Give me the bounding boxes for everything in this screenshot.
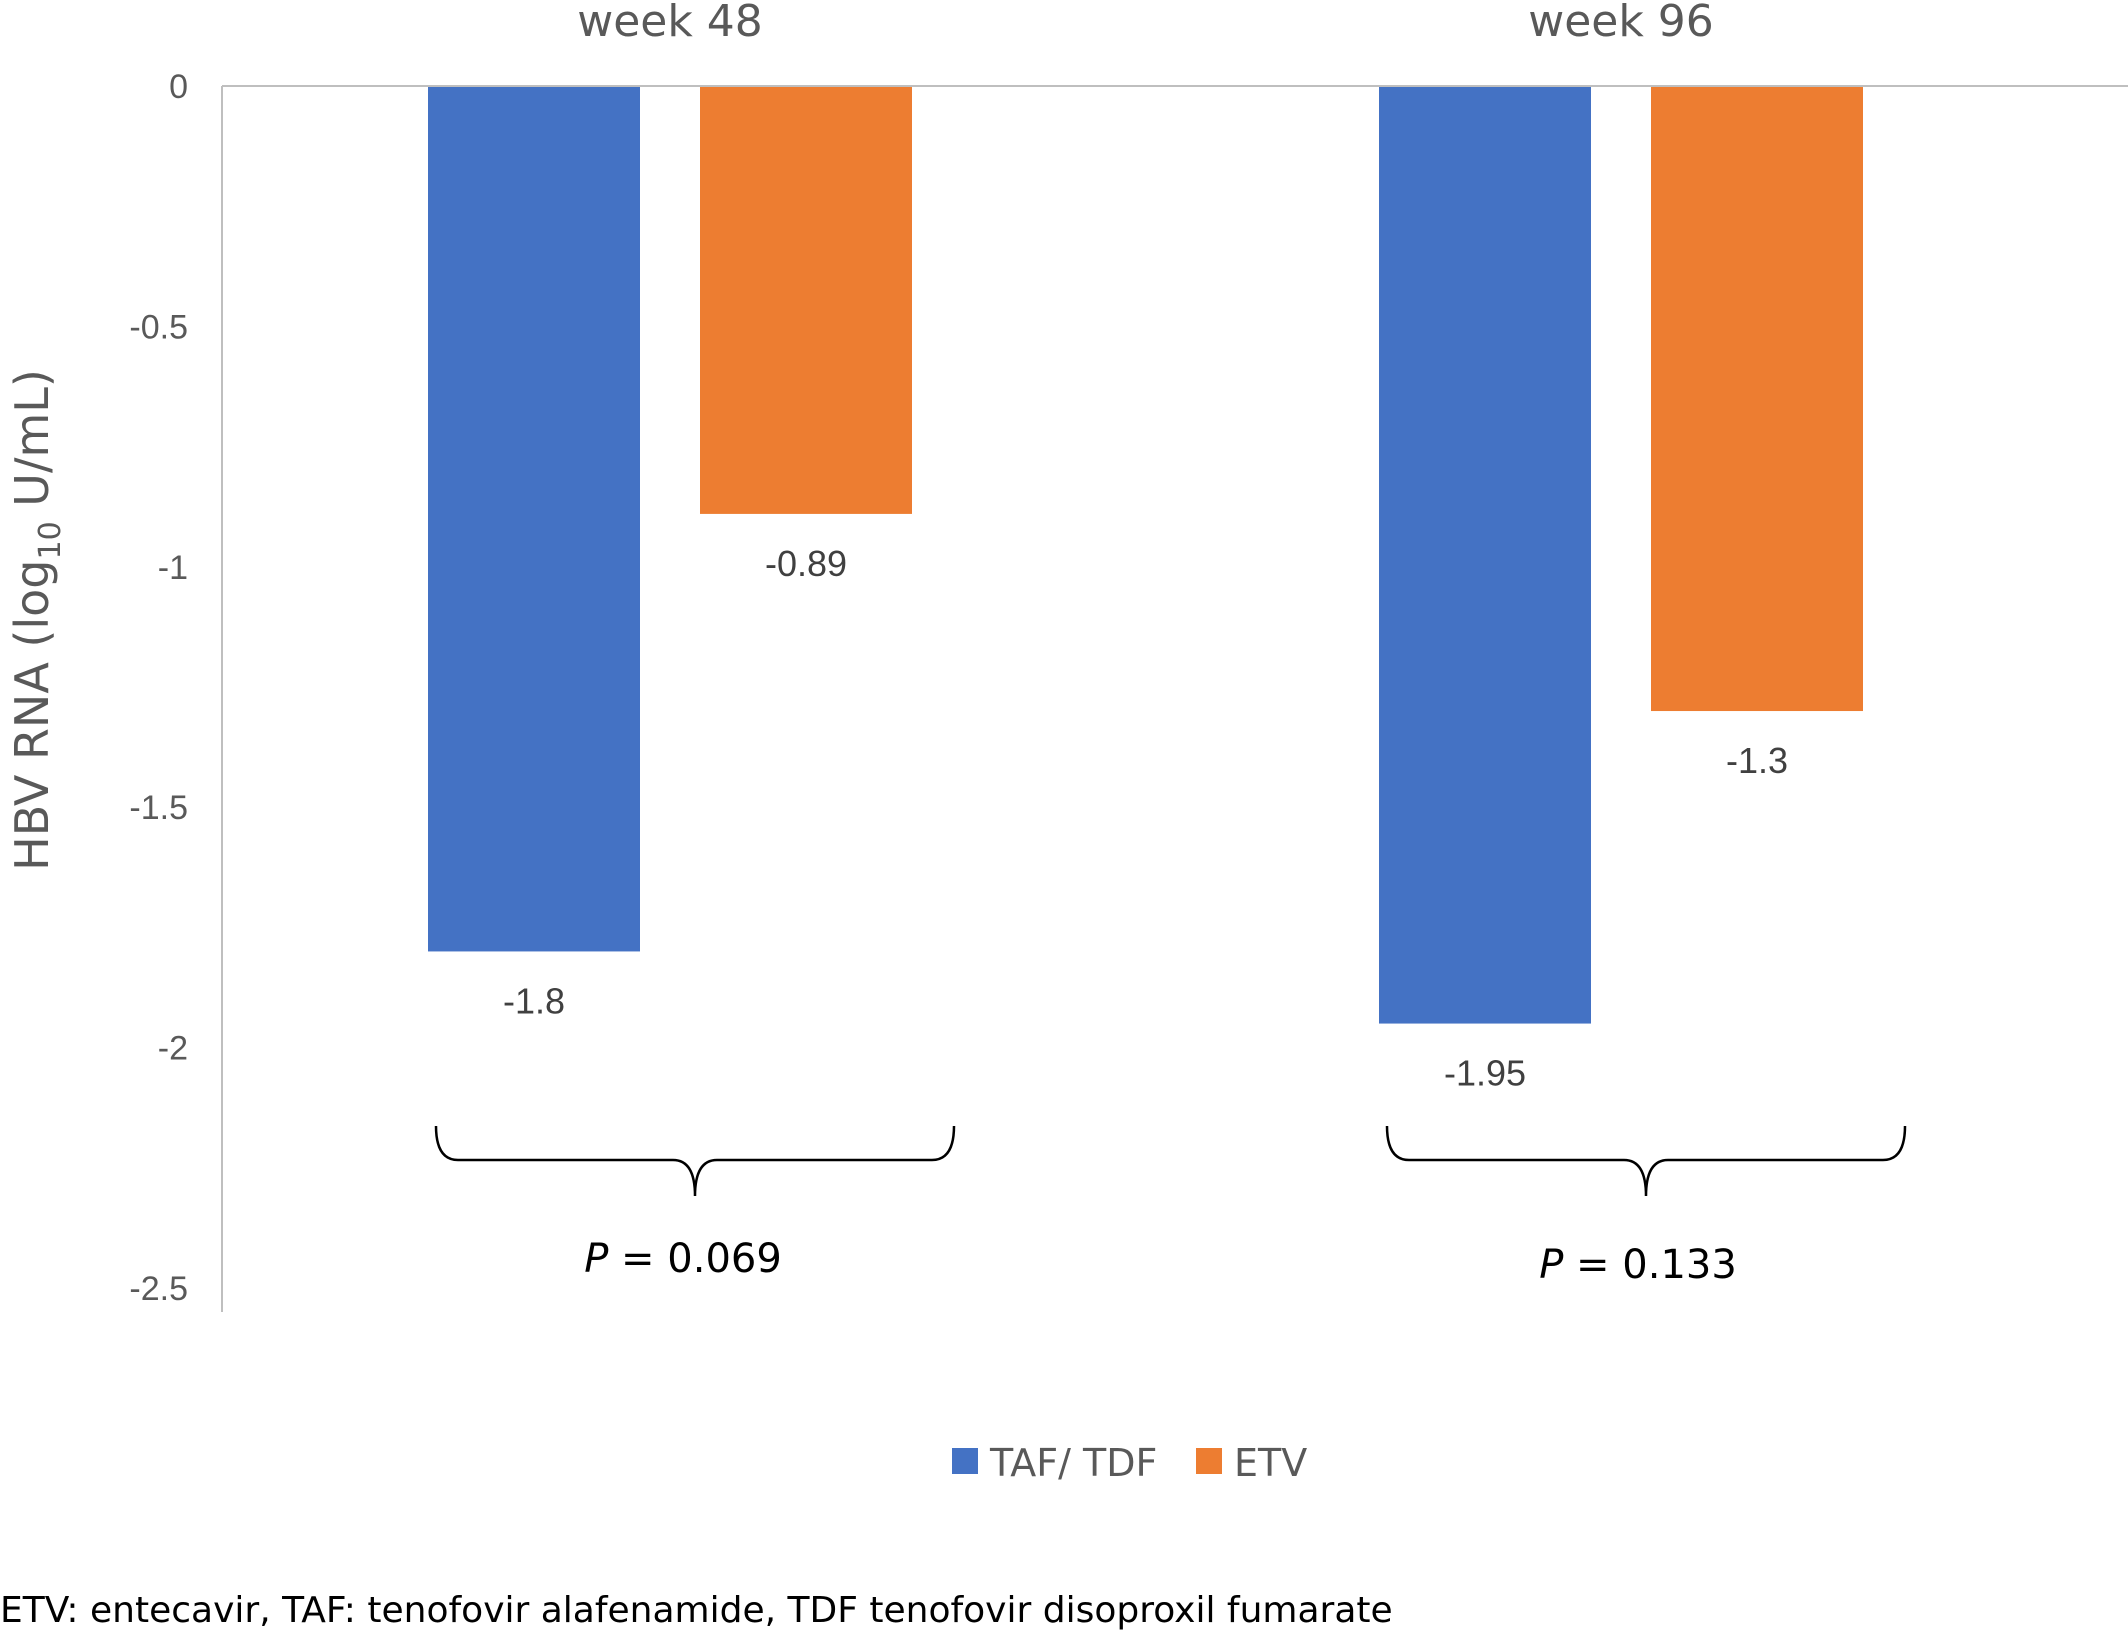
data-label: -0.89 [765,543,847,584]
category-label: week 96 [1528,0,1714,47]
bar [1651,86,1863,712]
y-tick-labels: 0 -0.5 -1 -1.5 -2 -2.5 [129,68,188,1308]
category-labels: week 48 week 96 [577,0,1714,47]
y-tick-label: 0 [169,68,188,106]
significance-brace [1385,1125,1907,1197]
legend-label: TAF/ TDF [989,1441,1157,1485]
data-label: -1.95 [1444,1053,1526,1094]
category-label: week 48 [577,0,763,47]
y-tick-label: -2 [158,1030,188,1068]
p-value-annotation: P = 0.133 [1539,1242,1737,1288]
p-value-annotation: P = 0.069 [584,1236,782,1282]
significance-brace [434,1125,956,1197]
bar [1379,86,1591,1024]
data-label: -1.8 [503,980,565,1021]
y-tick-label: -2.5 [129,1270,188,1308]
y-axis-title: HBV RNA (log10 U/mL) [5,369,68,871]
axes [221,85,2128,1312]
bar [700,86,912,514]
data-label: -1.3 [1726,740,1788,781]
y-tick-label: -1.5 [129,789,188,827]
data-labels: -1.8 -0.89 -1.95 -1.3 [503,543,1788,1094]
y-tick-label: -0.5 [129,308,188,346]
footnote: ETV: entecavir, TAF: tenofovir alafenami… [0,1590,1393,1631]
bars [428,86,1863,1024]
legend: TAF/ TDF ETV [952,1441,1307,1485]
legend-label: ETV [1234,1441,1307,1485]
legend-swatch [952,1448,978,1474]
legend-swatch [1196,1448,1222,1474]
bar [428,86,640,952]
y-tick-label: -1 [158,549,188,587]
significance-braces: P = 0.069 P = 0.133 [434,1125,1907,1288]
